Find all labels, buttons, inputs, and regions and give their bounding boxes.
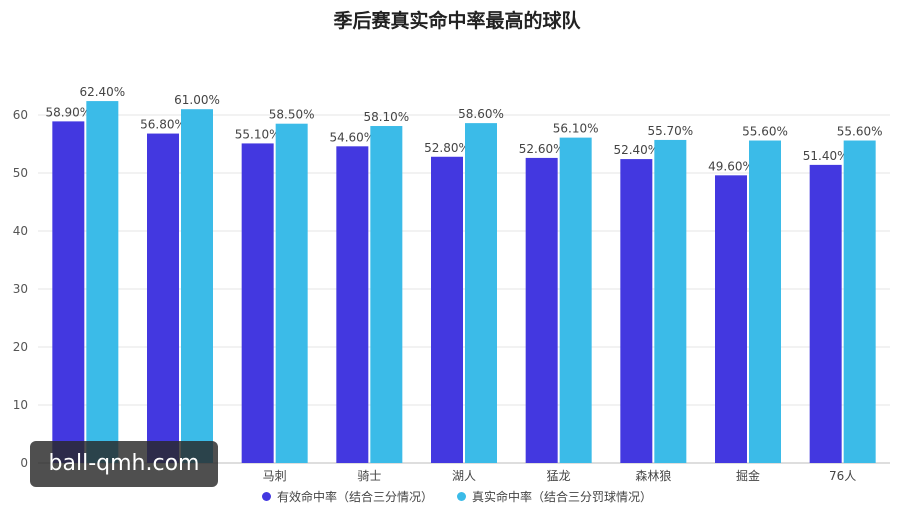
x-tick-label: 掘金 (736, 468, 760, 483)
x-tick-label: 湖人 (452, 468, 476, 483)
chart-title: 季后赛真实命中率最高的球队 (333, 10, 581, 32)
data-label: 49.60% (708, 159, 754, 173)
data-label: 52.40% (613, 143, 659, 157)
legend-marker-series-2 (457, 492, 466, 501)
data-label: 55.70% (647, 124, 693, 138)
bar (241, 143, 274, 464)
bar (620, 159, 653, 463)
y-tick-label: 10 (13, 398, 28, 412)
data-label: 56.80% (140, 118, 186, 132)
data-label: 51.40% (803, 149, 849, 163)
y-tick-label: 20 (13, 340, 28, 354)
bar (843, 140, 876, 463)
data-label: 58.10% (363, 110, 409, 124)
y-tick-label: 0 (20, 456, 28, 470)
y-tick-label: 60 (13, 108, 28, 122)
data-label: 55.10% (235, 127, 281, 141)
data-label: 62.40% (79, 85, 125, 99)
data-label: 56.10% (553, 122, 599, 136)
data-label: 58.50% (269, 108, 315, 122)
x-tick-label: 76人 (829, 469, 856, 483)
bar (336, 146, 369, 463)
legend: 有效命中率（结合三分情况） 真实命中率（结合三分罚球情况） (0, 488, 914, 505)
x-tick-label: 马刺 (263, 469, 287, 483)
legend-label-series-1: 有效命中率（结合三分情况） (276, 490, 433, 504)
bar (654, 139, 687, 463)
data-label: 55.60% (837, 125, 883, 139)
bar (275, 123, 308, 463)
bar (809, 164, 842, 463)
y-tick-label: 50 (13, 166, 28, 180)
y-tick-label: 30 (13, 282, 28, 296)
bar (431, 156, 463, 463)
bar (147, 133, 179, 463)
bar (715, 175, 747, 463)
legend-item-series-1[interactable]: 有效命中率（结合三分情况） (261, 488, 433, 505)
data-label: 58.60% (458, 107, 504, 121)
legend-item-series-2[interactable]: 真实命中率（结合三分罚球情况） (457, 488, 652, 505)
bar (559, 137, 592, 463)
bar (181, 109, 213, 463)
bar (465, 123, 497, 464)
legend-label-series-2: 真实命中率（结合三分罚球情况） (472, 490, 653, 504)
x-tick-label: 骑士 (357, 469, 381, 483)
bar (525, 157, 558, 464)
x-tick-label: 森林狼 (635, 468, 671, 483)
data-label: 55.60% (742, 125, 788, 139)
data-label: 58.90% (45, 105, 91, 119)
legend-marker-series-1 (261, 492, 271, 501)
bar (86, 101, 119, 463)
bar (370, 126, 403, 464)
y-tick-label: 40 (13, 224, 28, 238)
data-label: 54.60% (329, 130, 375, 144)
data-label: 61.00% (174, 93, 220, 107)
bar (749, 140, 781, 463)
data-label: 52.80% (424, 141, 470, 155)
x-tick-label: 猛龙 (547, 469, 571, 483)
bar (52, 121, 85, 463)
data-label: 52.60% (519, 142, 565, 156)
watermark: ball-qmh.com (30, 441, 218, 487)
